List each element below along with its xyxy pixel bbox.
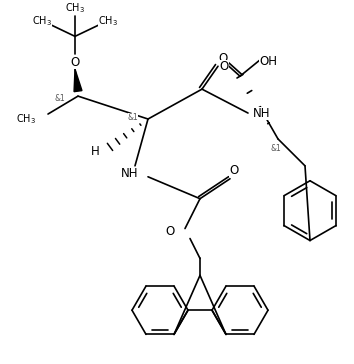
Text: &1: &1	[270, 145, 281, 153]
Text: OH: OH	[259, 55, 277, 68]
Text: O: O	[218, 52, 228, 65]
Text: O: O	[165, 225, 175, 238]
Text: O: O	[219, 60, 229, 73]
Text: NH: NH	[253, 107, 270, 119]
Polygon shape	[74, 69, 82, 92]
Text: &1: &1	[55, 94, 65, 103]
Text: CH$_3$: CH$_3$	[16, 112, 36, 126]
Text: CH$_3$: CH$_3$	[98, 15, 118, 28]
Text: O: O	[70, 56, 80, 69]
Text: CH$_3$: CH$_3$	[65, 1, 85, 15]
Text: NH: NH	[121, 167, 139, 180]
Text: O: O	[229, 164, 239, 177]
Text: H: H	[91, 145, 100, 158]
Text: CH$_3$: CH$_3$	[32, 15, 52, 28]
Text: &1: &1	[128, 112, 138, 122]
